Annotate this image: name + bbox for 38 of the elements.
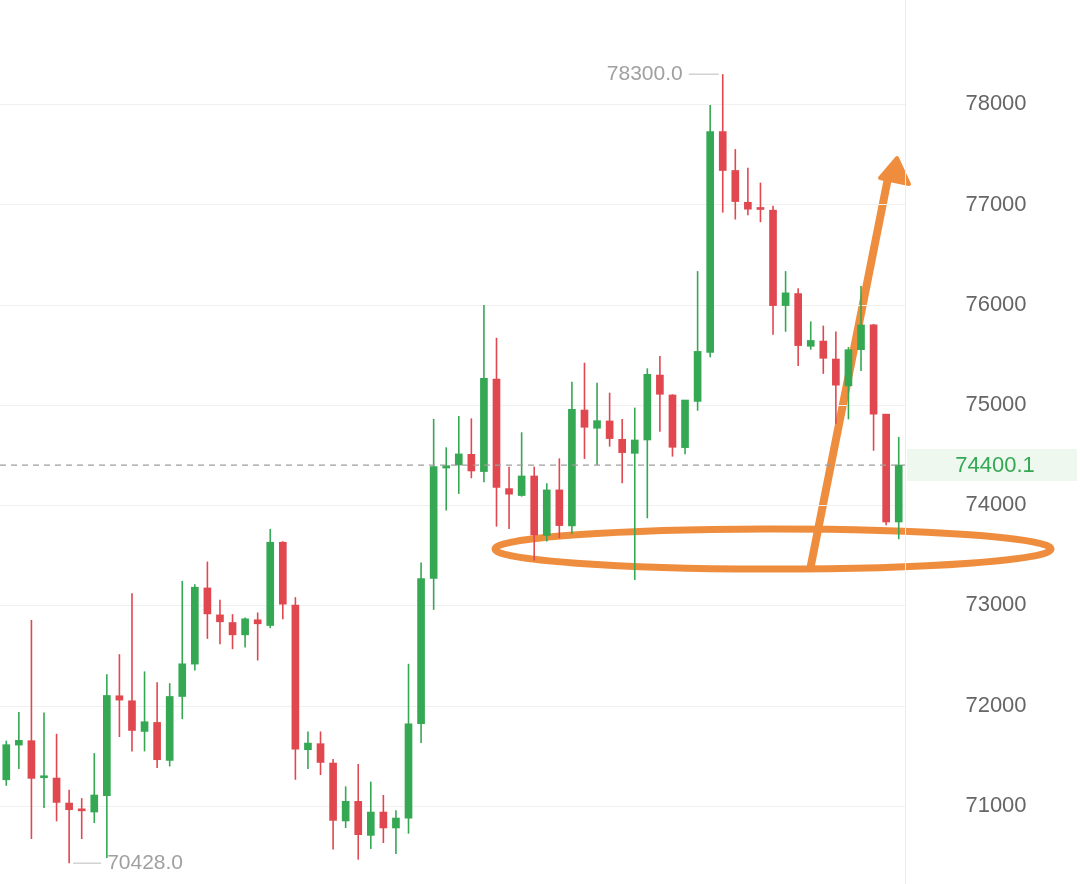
candlestick <box>580 361 589 460</box>
y-tick-label: 78000 <box>965 90 1027 116</box>
y-tick-label: 74000 <box>965 491 1027 517</box>
candlestick <box>392 809 400 855</box>
annotation: 78300.0 <box>606 60 683 84</box>
candlestick <box>517 431 526 498</box>
candlestick <box>140 670 149 753</box>
candlestick <box>593 381 601 466</box>
candlestick <box>90 752 99 824</box>
ref-line-label: 74400.1 <box>955 452 1035 478</box>
candlestick <box>630 406 639 581</box>
y-tick-label: 77000 <box>965 190 1027 216</box>
y-tick-label: 75000 <box>965 390 1027 416</box>
candlestick <box>756 181 765 223</box>
candlestick <box>15 711 23 770</box>
y-tick-label: 76000 <box>965 290 1027 316</box>
candlestick <box>216 599 224 645</box>
y-tick-label: 73000 <box>965 591 1027 617</box>
candlestick <box>618 418 627 485</box>
candlestick <box>228 613 237 650</box>
candlestick <box>316 730 325 776</box>
annotation: 70428.0 <box>107 849 184 873</box>
candlestick <box>253 611 262 662</box>
candlestick <box>40 711 48 809</box>
candlestick <box>819 324 828 375</box>
candlestick <box>505 465 513 530</box>
candlestick <box>115 653 124 738</box>
candlestick <box>605 391 614 448</box>
candlestick <box>341 785 350 829</box>
candlestick <box>744 166 752 217</box>
candlestick <box>454 415 463 495</box>
candlestick <box>241 616 249 649</box>
candlestick <box>656 355 664 433</box>
candlestick <box>65 788 73 864</box>
y-tick-label: 71000 <box>965 791 1027 817</box>
candlestick <box>304 730 312 770</box>
y-tick-label: 72000 <box>965 691 1027 717</box>
candlestick <box>806 320 815 351</box>
